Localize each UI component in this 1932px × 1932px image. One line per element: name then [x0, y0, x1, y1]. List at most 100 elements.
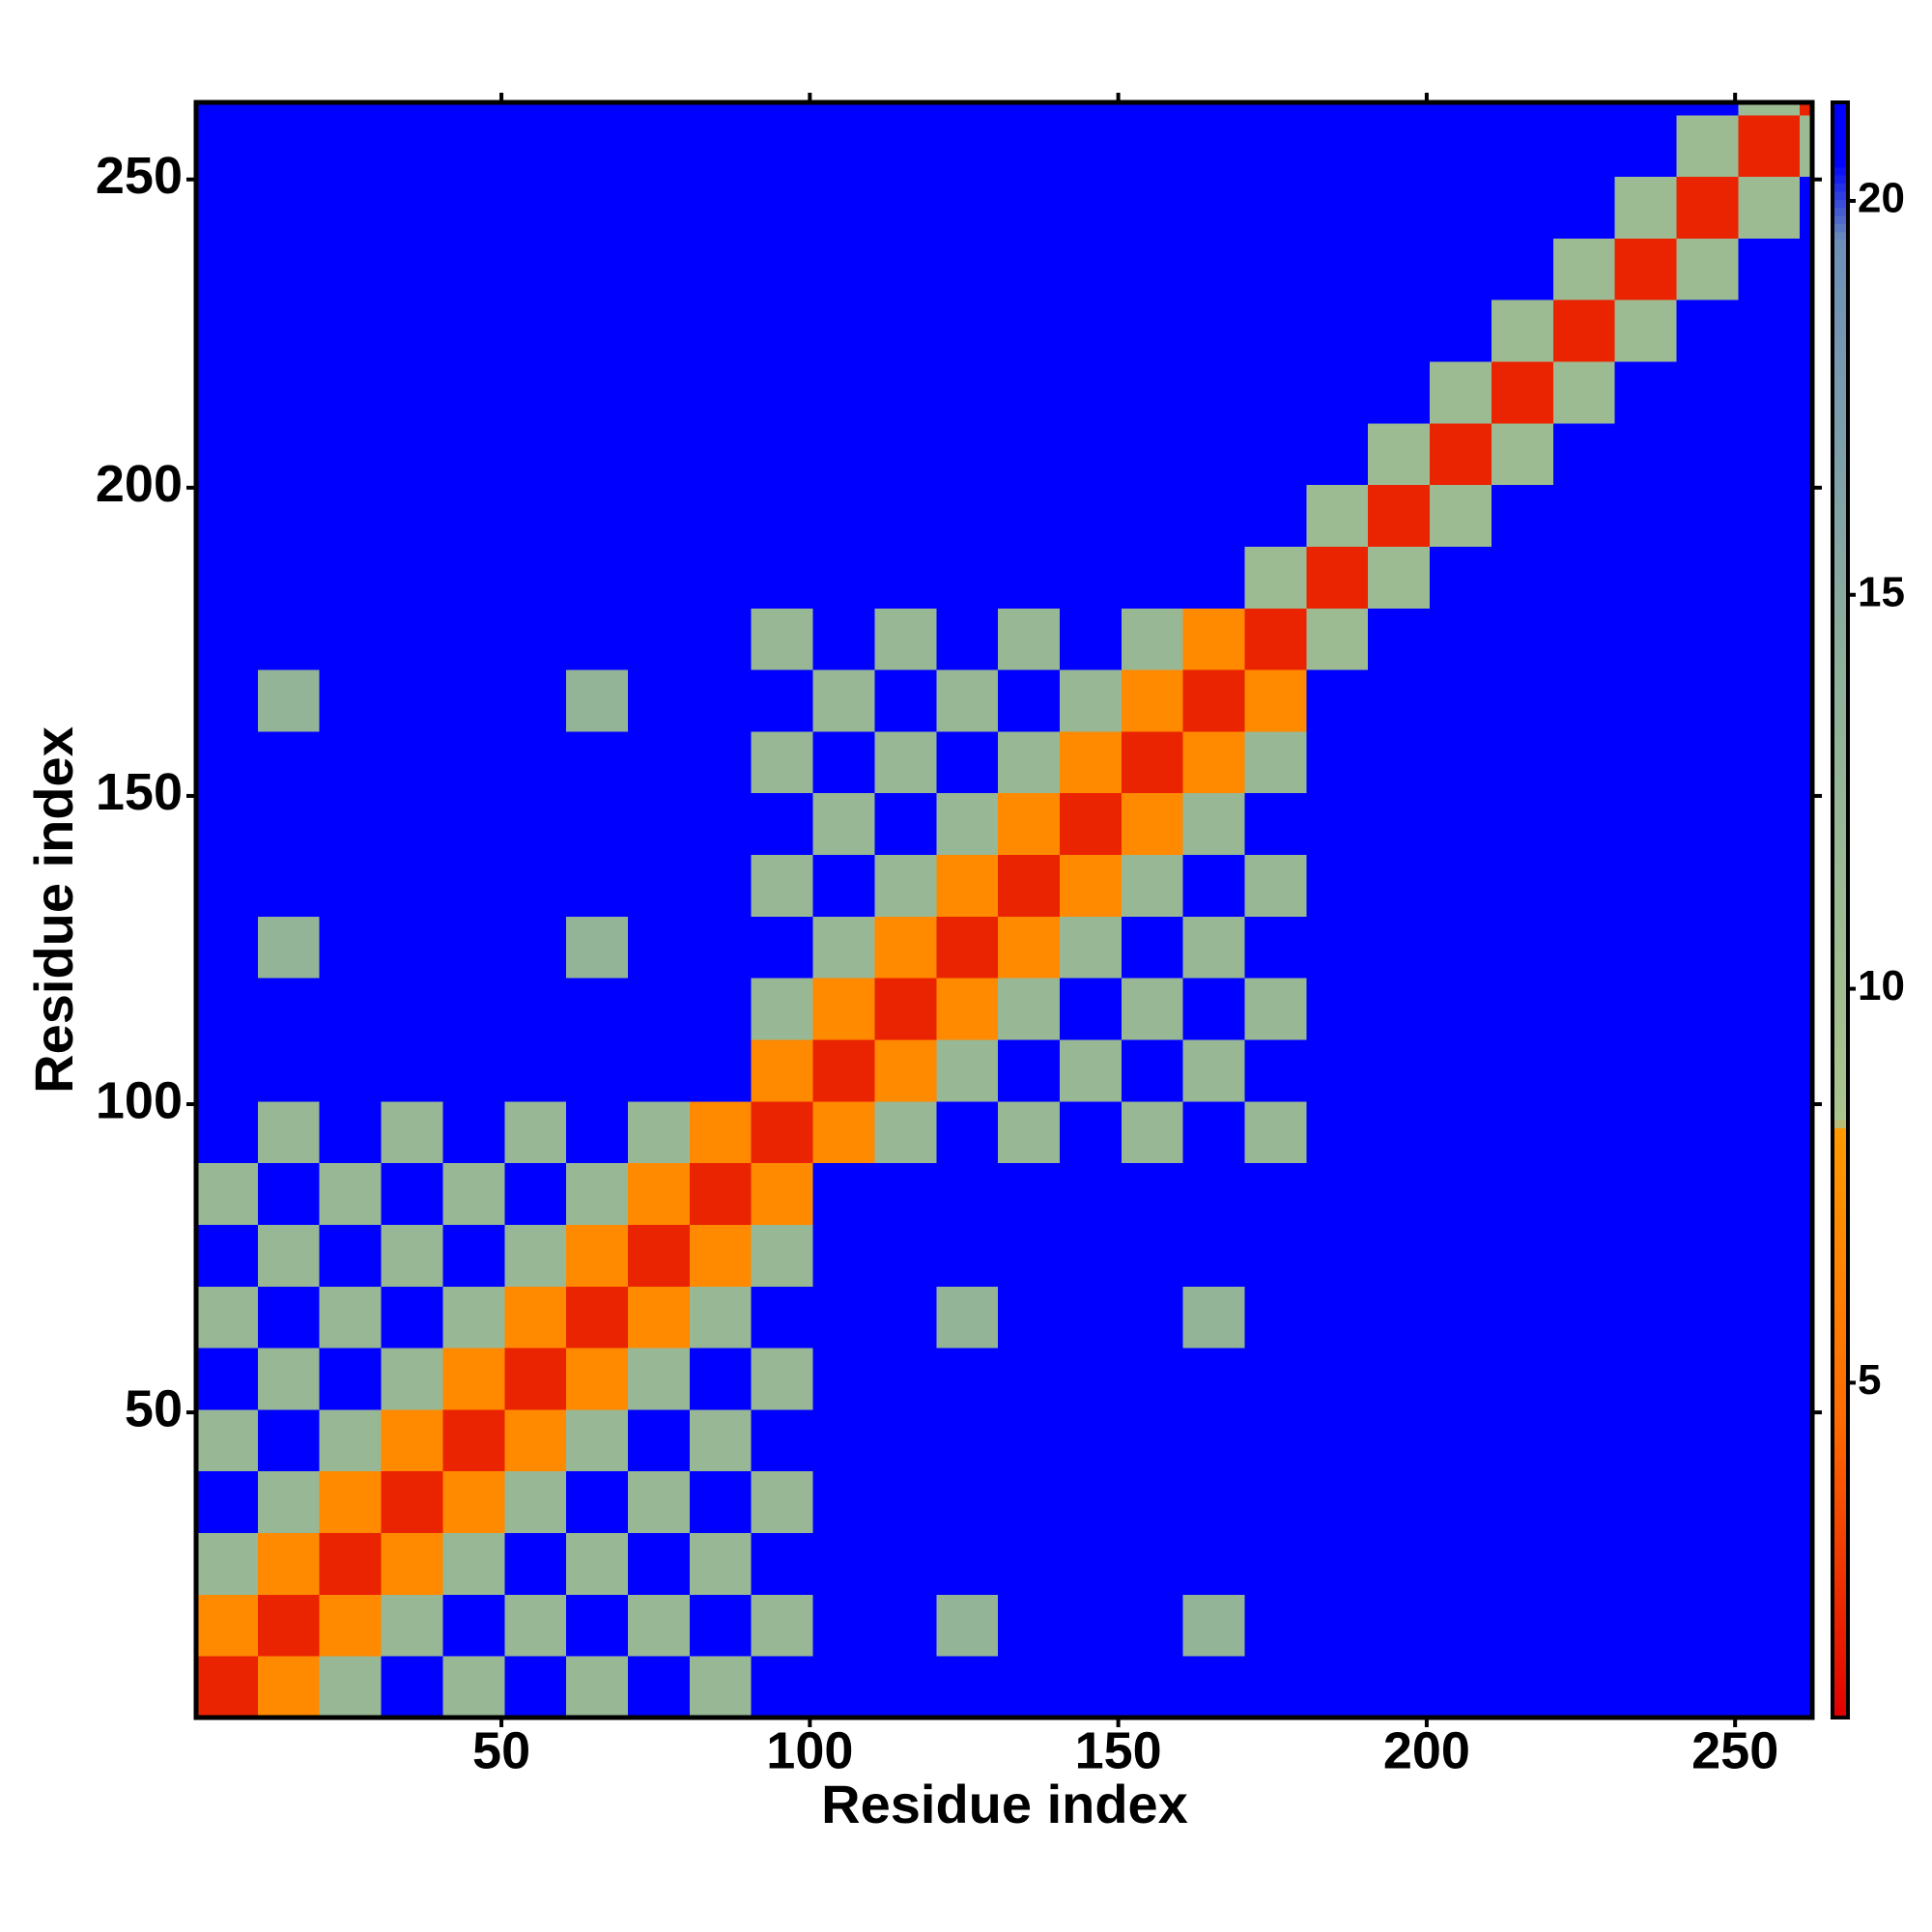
colorbar-step — [1833, 643, 1848, 652]
colorbar-step — [1833, 1208, 1848, 1218]
heatmap-cell — [319, 730, 383, 794]
heatmap-cell — [1552, 238, 1616, 300]
heatmap-cell — [751, 1039, 814, 1102]
heatmap-cell — [1368, 916, 1431, 979]
heatmap-cell — [689, 1656, 753, 1719]
heatmap-cell — [1614, 1408, 1678, 1472]
heatmap-cell — [1614, 176, 1678, 239]
heatmap-cell — [812, 1408, 875, 1472]
heatmap-cell — [196, 1039, 259, 1102]
colorbar-step — [1833, 223, 1848, 233]
colorbar-step — [1833, 925, 1848, 935]
heatmap-cell — [1491, 1286, 1554, 1349]
heatmap-cell — [1182, 1656, 1246, 1719]
colorbar-step — [1833, 1216, 1848, 1226]
heatmap-cell — [1059, 1656, 1122, 1719]
heatmap-cell — [504, 1656, 567, 1719]
heatmap-cell — [1430, 792, 1492, 856]
heatmap-cell — [1430, 1039, 1492, 1102]
heatmap-cell — [998, 1224, 1061, 1287]
colorbar-step — [1833, 538, 1848, 548]
heatmap-cell — [504, 730, 567, 794]
colorbar-step — [1833, 1620, 1848, 1630]
heatmap-cell — [1676, 792, 1739, 856]
heatmap-cell — [442, 299, 505, 362]
colorbar-tick-label: 20 — [1858, 175, 1905, 222]
heatmap-cell — [1430, 176, 1492, 239]
colorbar-step — [1833, 1200, 1848, 1209]
heatmap-cell — [751, 1286, 814, 1349]
heatmap-cell — [1368, 608, 1431, 670]
heatmap-cell — [812, 1594, 875, 1657]
heatmap-cell — [257, 1162, 321, 1225]
colorbar-step — [1833, 506, 1848, 515]
heatmap-cell — [1368, 792, 1431, 856]
colorbar-step — [1833, 1338, 1848, 1347]
heatmap-cell — [812, 114, 875, 178]
heatmap-cell — [1800, 114, 1813, 178]
heatmap-cell — [1121, 299, 1184, 362]
heatmap-cell — [442, 608, 505, 670]
heatmap-cell — [1491, 484, 1554, 547]
heatmap-cell — [1244, 546, 1307, 609]
heatmap-cell — [257, 1224, 321, 1287]
heatmap-cell — [627, 1656, 691, 1719]
colorbar-step — [1833, 716, 1848, 725]
heatmap-cell — [627, 1100, 691, 1164]
heatmap-cell — [936, 1224, 999, 1287]
heatmap-cell — [751, 114, 814, 178]
x-tick-label: 100 — [766, 1721, 853, 1779]
heatmap-cell — [504, 854, 567, 917]
heatmap-cell — [812, 916, 875, 979]
heatmap-cell — [257, 792, 321, 856]
heatmap-cell — [1738, 238, 1801, 300]
heatmap-cell — [1244, 102, 1307, 116]
heatmap-cell — [689, 916, 753, 979]
heatmap-cell — [381, 546, 443, 609]
heatmap-cell — [1800, 546, 1813, 609]
heatmap-cell — [196, 1656, 259, 1719]
heatmap-cell — [566, 114, 629, 178]
heatmap-cell — [812, 1656, 875, 1719]
heatmap-cell — [257, 978, 321, 1040]
heatmap-cell — [196, 978, 259, 1040]
heatmap-cell — [1306, 102, 1369, 116]
heatmap-cell — [751, 1348, 814, 1410]
heatmap-cell — [1182, 978, 1246, 1040]
heatmap-cell — [504, 1348, 567, 1410]
heatmap-cell — [751, 669, 814, 732]
heatmap-cell — [1676, 114, 1739, 178]
colorbar-step — [1833, 240, 1848, 248]
heatmap-cell — [1182, 1594, 1246, 1657]
heatmap-cell — [1244, 422, 1307, 486]
heatmap-cell — [998, 669, 1061, 732]
heatmap-cell — [1552, 1532, 1616, 1595]
heatmap-cell — [874, 1470, 937, 1534]
heatmap-cell — [1368, 1100, 1431, 1164]
heatmap-cell — [1676, 1348, 1739, 1410]
heatmap-cell — [1121, 978, 1184, 1040]
heatmap-cell — [1800, 669, 1813, 732]
heatmap-cell — [1552, 1656, 1616, 1719]
heatmap-cell — [1182, 422, 1246, 486]
heatmap-cell — [1614, 299, 1678, 362]
heatmap-cell — [381, 1470, 443, 1534]
colorbar-step — [1833, 1378, 1848, 1387]
heatmap-cell — [1244, 176, 1307, 239]
colorbar-step — [1833, 611, 1848, 620]
heatmap-cell — [381, 1039, 443, 1102]
colorbar-step — [1833, 264, 1848, 273]
colorbar-step — [1833, 1289, 1848, 1298]
heatmap-cell — [812, 1224, 875, 1287]
heatmap-cell — [627, 546, 691, 609]
heatmap-cell — [689, 730, 753, 794]
heatmap-cell — [1738, 176, 1801, 239]
heatmap-cell — [1368, 1656, 1431, 1719]
heatmap-cell — [381, 299, 443, 362]
heatmap-cell — [1430, 102, 1492, 116]
colorbar-step — [1833, 328, 1848, 337]
heatmap-cell — [1368, 361, 1431, 424]
heatmap-cell — [381, 1286, 443, 1349]
heatmap-cell — [874, 916, 937, 979]
heatmap-cell — [1614, 1656, 1678, 1719]
